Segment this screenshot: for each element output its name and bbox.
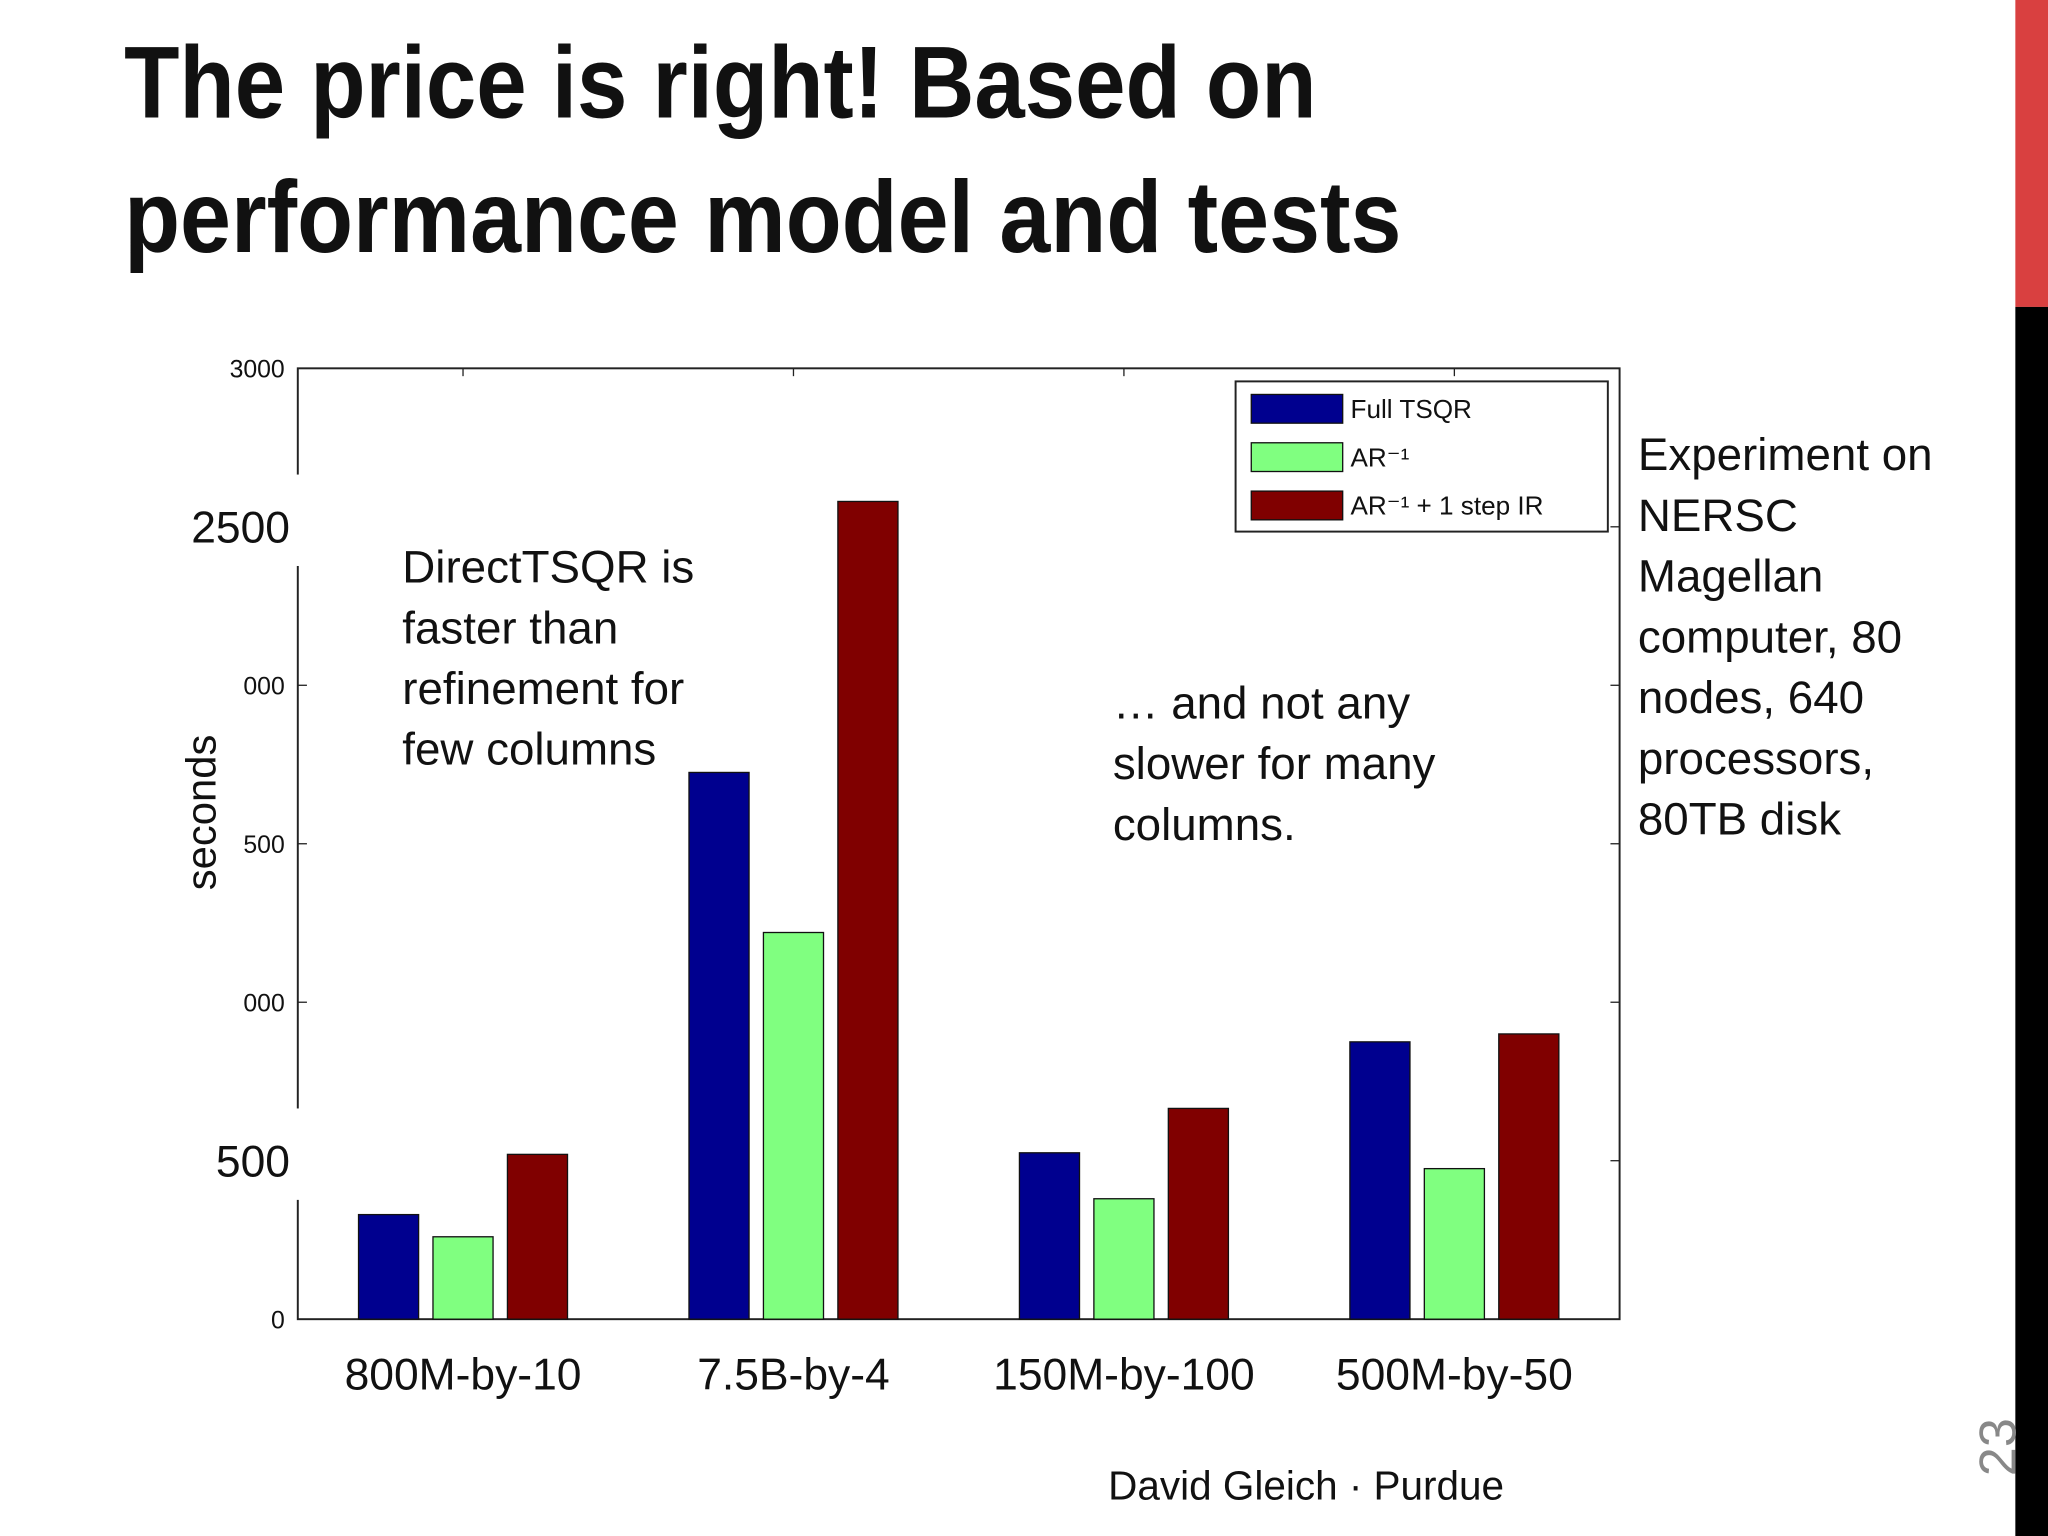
annotation-line: slower for many <box>1113 738 1436 789</box>
annotation-line: computer, 80 <box>1638 611 1902 662</box>
bar <box>837 500 899 1320</box>
annotation-line: Experiment on <box>1638 429 1933 480</box>
y-axis-label: seconds <box>178 735 225 891</box>
y-tick-label: 000 <box>243 990 284 1017</box>
label-backdrop <box>156 474 311 566</box>
annotation-line: nodes, 640 <box>1638 672 1864 723</box>
annotation-line: columns. <box>1113 799 1296 850</box>
annotation-line: few columns <box>402 724 656 775</box>
bar <box>432 1236 494 1320</box>
y-tick-label: 2500 <box>191 503 290 552</box>
y-tick-label: 000 <box>243 673 284 700</box>
x-tick-label: 500M-by-50 <box>1336 1351 1573 1400</box>
bar <box>1423 1167 1486 1320</box>
annotation-line: … and not any <box>1113 677 1410 728</box>
legend-swatch <box>1250 490 1344 521</box>
label-backdrop <box>156 1108 311 1200</box>
bar <box>357 1213 420 1320</box>
x-tick-label: 7.5B-by-4 <box>697 1351 889 1400</box>
annotation-line: faster than <box>402 602 618 653</box>
bar <box>1167 1107 1230 1320</box>
bar <box>1018 1152 1081 1320</box>
bar <box>506 1153 569 1320</box>
accent-bar <box>2015 0 2048 307</box>
x-tick-label: 150M-by-100 <box>993 1351 1255 1400</box>
annotation-line: 80TB disk <box>1638 794 1841 845</box>
y-tick-label: 0 <box>271 1307 285 1334</box>
x-tick-label: 800M-by-10 <box>345 1351 582 1400</box>
annotation-line: Magellan <box>1638 551 1823 602</box>
legend-swatch <box>1250 442 1344 473</box>
legend-label: AR⁻¹ <box>1351 442 1410 472</box>
annotation-line: processors, <box>1638 733 1874 784</box>
bar <box>1349 1041 1411 1320</box>
footer: David Gleich · Purdue <box>1108 1462 1504 1508</box>
title-line: performance model and tests <box>124 160 1401 274</box>
y-tick-label: 500 <box>243 832 284 859</box>
page-number: 23 <box>1969 1418 2027 1476</box>
bar <box>1093 1198 1155 1320</box>
y-tick-label: 3000 <box>230 356 285 383</box>
annotation-line: refinement for <box>402 663 684 714</box>
y-tick-label: 500 <box>216 1137 290 1186</box>
bar <box>762 931 825 1320</box>
legend-label: AR⁻¹ + 1 step IR <box>1351 491 1544 521</box>
annotation-line: NERSC <box>1638 490 1798 541</box>
title-line: The price is right! Based on <box>124 26 1316 140</box>
legend-label: Full TSQR <box>1351 394 1472 424</box>
bar <box>1498 1033 1560 1320</box>
legend-swatch <box>1250 393 1344 424</box>
side-bar <box>2015 306 2048 1536</box>
bar <box>688 771 750 1320</box>
annotation-line: DirectTSQR is <box>402 542 694 593</box>
